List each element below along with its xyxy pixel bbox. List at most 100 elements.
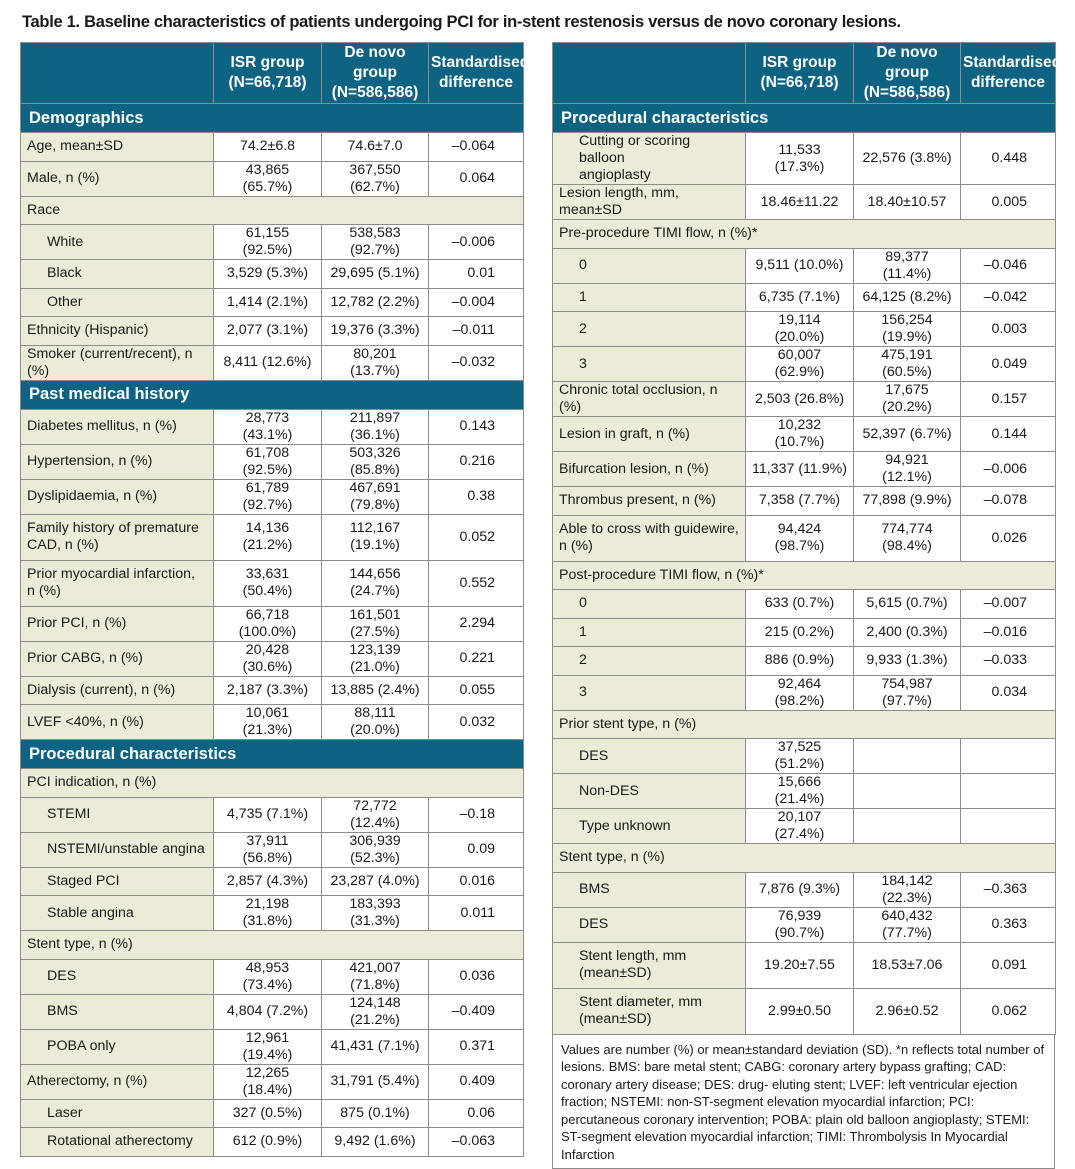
table-cell: Demographics — [20, 103, 524, 133]
header-characteristic — [552, 42, 746, 104]
table-cell: 61,155 (92.5%) — [213, 224, 322, 260]
header-std-diff: Standardised difference — [428, 42, 529, 104]
table-cell: 0.036 — [428, 958, 524, 995]
table-cell: 88,111 (20.0%) — [321, 704, 429, 740]
table-cell: 475,191 (60.5%) — [853, 346, 961, 382]
table-cell: –0.032 — [428, 344, 524, 381]
table-cell: 9,492 (1.6%) — [321, 1127, 429, 1157]
table-cell: 0.091 — [960, 941, 1056, 989]
table-row: Prior myocardial infarction, n (%) 33,631 … — [20, 559, 524, 607]
table-row: DES 76,939 (90.7%) 640,432 (77.7%) 0.363 — [552, 906, 1056, 943]
table-cell: 640,432 (77.7%) — [853, 906, 961, 943]
table-row: BMS 7,876 (9.3%) 184,142 (22.3%) –0.363 — [552, 871, 1056, 908]
table-cell: 2.99±0.50 — [745, 987, 854, 1035]
table-cell: 2.294 — [428, 605, 524, 642]
group-row-pre-timi: Pre-procedure TIMI flow, n (%)* — [552, 219, 1056, 249]
table-row: Laser 327 (0.5%) 875 (0.1%) 0.06 — [20, 1098, 524, 1128]
table-cell: DES — [552, 906, 746, 943]
table-cell: 7,358 (7.7%) — [745, 486, 854, 516]
table-cell: –0.078 — [960, 486, 1056, 516]
table-cell: NSTEMI/unstable angina — [20, 831, 214, 868]
table-cell: –0.016 — [960, 617, 1056, 647]
table-cell: –0.006 — [428, 224, 524, 260]
table-row: Lesion length, mm, mean±SD 18.46±11.22 18.… — [552, 184, 1056, 220]
table-row: Male, n (%) 43,865 (65.7%) 367,550 (62.7%)… — [20, 160, 524, 197]
table-row: Diabetes mellitus, n (%) 28,773 (43.1%) 21… — [20, 408, 524, 445]
table-row: Prior PCI, n (%) 66,718 (100.0%) 161,501 (… — [20, 605, 524, 642]
table-row: DES 37,525 (51.2%) — [552, 738, 1056, 774]
table-cell: 77,898 (9.9%) — [853, 486, 961, 516]
table-row: Stable angina 21,198 (31.8%) 183,393 (31.3… — [20, 895, 524, 931]
table-cell: –0.042 — [960, 282, 1056, 312]
table-cell: 94,921 (12.1%) — [853, 451, 961, 487]
table-cell: Dialysis (current), n (%) — [20, 675, 214, 705]
table-cell: Age, mean±SD — [20, 132, 214, 162]
table-cell: 2,503 (26.8%) — [745, 381, 854, 417]
table-cell: 0.216 — [428, 443, 524, 480]
table-cell: 0.016 — [428, 866, 524, 896]
table-row: Prior CABG, n (%) 20,428 (30.6%) 123,139 (… — [20, 640, 524, 677]
table-cell: Bifurcation lesion, n (%) — [552, 451, 746, 487]
table-cell: Hypertension, n (%) — [20, 443, 214, 480]
table-row: STEMI 4,735 (7.1%) 72,772 (12.4%) –0.18 — [20, 796, 524, 833]
table-cell: Past medical history — [20, 379, 524, 410]
table-row: BMS 4,804 (7.2%) 124,148 (21.2%) –0.409 — [20, 993, 524, 1030]
table-cell: 421,007 (71.8%) — [321, 958, 429, 995]
table-row: Thrombus present, n (%) 7,358 (7.7%) 77,89… — [552, 486, 1056, 516]
table-row: 1 6,735 (7.1%) 64,125 (8.2%) –0.042 — [552, 282, 1056, 312]
table-cell: 0.157 — [960, 381, 1056, 417]
table-cell: 60,007 (62.9%) — [745, 346, 854, 382]
table-cell: 10,061 (21.3%) — [213, 704, 322, 740]
table-cell: 2,857 (4.3%) — [213, 866, 322, 896]
table-cell: Rotational atherectomy — [20, 1127, 214, 1157]
header-characteristic — [20, 42, 214, 104]
table-cell: 367,550 (62.7%) — [321, 160, 429, 197]
table-cell: 94,424 (98.7%) — [745, 514, 854, 562]
table-row: Type unknown 20,107 (27.4%) — [552, 808, 1056, 844]
table-cell: 0.448 — [960, 132, 1056, 185]
group-row-prior-stent-type: Prior stent type, n (%) — [552, 709, 1056, 739]
section-procedural-characteristics: Procedural characteristics — [552, 103, 1056, 133]
table-cell: Prior myocardial infarction, n (%) — [20, 559, 214, 607]
table-row: Atherectomy, n (%) 12,265 (18.4%) 31,791 (… — [20, 1063, 524, 1100]
table-cell: 4,735 (7.1%) — [213, 796, 322, 833]
header-row: ISR group (N=66,718) De novo group (N=586,… — [20, 42, 529, 104]
table-cell: STEMI — [20, 796, 214, 833]
table-row: 0 633 (0.7%) 5,615 (0.7%) –0.007 — [552, 589, 1056, 619]
table-row: Ethnicity (Hispanic) 2,077 (3.1%) 19,376 (… — [20, 316, 524, 346]
table-row: Staged PCI 2,857 (4.3%) 23,287 (4.0%) 0.016 — [20, 866, 524, 896]
table-cell: Non-DES — [552, 773, 746, 809]
table-cell: 52,397 (6.7%) — [853, 416, 961, 452]
table-cell: 0.052 — [428, 513, 524, 561]
left-table: ISR group (N=66,718) De novo group (N=586,… — [20, 42, 529, 1157]
table-cell: Black — [20, 259, 214, 289]
table-cell: 754,987 (97.7%) — [853, 674, 961, 711]
table-cell: 8,411 (12.6%) — [213, 344, 322, 381]
table-cell: 9,511 (10.0%) — [745, 247, 854, 284]
table-row: Able to cross with guidewire, n (%) 94,424… — [552, 514, 1056, 562]
table-cell — [853, 773, 961, 809]
table-cell: 64,125 (8.2%) — [853, 282, 961, 312]
section-procedural-characteristics: Procedural characteristics — [20, 739, 524, 769]
table-cell: 2 — [552, 311, 746, 347]
table-cell: Other — [20, 287, 214, 317]
table-title: Table 1. Baseline characteristics of pat… — [22, 13, 901, 31]
table-cell: 0.09 — [428, 831, 524, 868]
header-isr: ISR group (N=66,718) — [213, 42, 322, 104]
table-cell: Post-procedure TIMI flow, n (%)* — [552, 560, 1056, 590]
table-cell: Able to cross with guidewire, n (%) — [552, 514, 746, 562]
table-row: 2 886 (0.9%) 9,933 (1.3%) –0.033 — [552, 646, 1056, 676]
table-cell: 612 (0.9%) — [213, 1127, 322, 1157]
table-cell: 875 (0.1%) — [321, 1098, 429, 1128]
table-row: DES 48,953 (73.4%) 421,007 (71.8%) 0.036 — [20, 958, 524, 995]
table-cell: Stent type, n (%) — [552, 843, 1056, 873]
table-cell: Prior stent type, n (%) — [552, 709, 1056, 739]
table-cell: –0.064 — [428, 132, 524, 162]
table-cell: 18.53±7.06 — [853, 941, 961, 989]
table-row: Non-DES 15,666 (21.4%) — [552, 773, 1056, 809]
table-row: Dialysis (current), n (%) 2,187 (3.3%) 13,… — [20, 675, 524, 705]
table-cell: Stent type, n (%) — [20, 930, 524, 960]
table-cell: 18.40±10.57 — [853, 184, 961, 220]
table-cell: 33,631 (50.4%) — [213, 559, 322, 607]
table-cell: 89,377 (11.4%) — [853, 247, 961, 284]
